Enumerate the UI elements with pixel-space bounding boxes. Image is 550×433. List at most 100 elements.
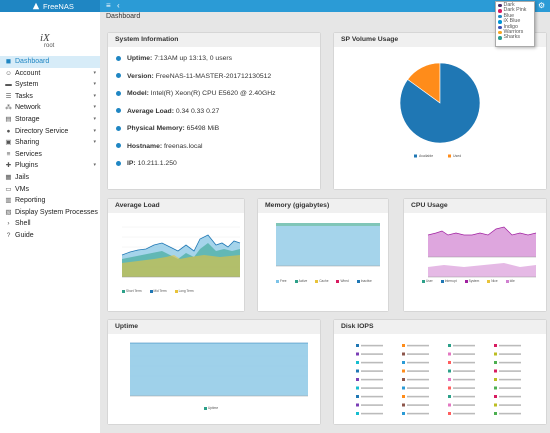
cpu-usage-legend: User Interrupt System Nice Idle bbox=[422, 279, 542, 283]
disk-iops-legend-swatch bbox=[448, 412, 451, 415]
legend-swatch bbox=[276, 279, 279, 283]
theme-option[interactable]: Warriors bbox=[498, 28, 532, 35]
sidebar-item-storage[interactable]: ▤ Storage ▾ bbox=[0, 114, 100, 126]
sidebar-item-account[interactable]: ☺ Account ▾ bbox=[0, 68, 100, 80]
disk-iops-legend-swatch bbox=[402, 344, 405, 347]
disk-iops-legend-label bbox=[361, 404, 383, 406]
legend-item[interactable]: Inactive bbox=[356, 279, 372, 283]
sidebar-item-tasks[interactable]: ☰ Tasks ▾ bbox=[0, 91, 100, 103]
legend-item[interactable]: Interrupt bbox=[440, 279, 457, 283]
theme-option[interactable]: Sharks bbox=[498, 34, 532, 40]
sidebar-item-label: Services bbox=[15, 150, 42, 158]
legend-item[interactable]: Nice bbox=[487, 279, 498, 283]
legend-item[interactable]: Cache bbox=[315, 279, 328, 283]
theme-option[interactable]: Blue bbox=[498, 12, 532, 19]
disk-iops-legend-swatch bbox=[448, 378, 451, 381]
sidebar-item-icon: ✚ bbox=[5, 162, 12, 170]
sidebar-item-display-system-processes[interactable]: ▧ Display System Processes bbox=[0, 207, 100, 219]
legend-swatch bbox=[414, 154, 417, 158]
disk-iops-legend-swatch bbox=[494, 369, 497, 373]
sidebar-item-icon: ▤ bbox=[5, 115, 12, 123]
sidebar-item-label: VMs bbox=[15, 185, 29, 193]
legend-swatch bbox=[356, 279, 360, 283]
legend-label: Active bbox=[298, 279, 308, 283]
legend-item[interactable]: Mid Term bbox=[149, 289, 167, 293]
theme-option[interactable]: iX Blue bbox=[498, 18, 532, 24]
legend-item[interactable]: Idle bbox=[505, 279, 515, 283]
sidebar-item-dashboard[interactable]: ◼ Dashboard bbox=[0, 56, 100, 68]
memory-chart bbox=[276, 223, 380, 267]
disk-iops-legend-label bbox=[453, 412, 475, 415]
theme-option-label: Blue bbox=[503, 12, 515, 19]
disk-iops-legend-label bbox=[453, 353, 475, 355]
legend-item[interactable]: Uptime bbox=[204, 406, 218, 410]
pie-slice-available bbox=[399, 62, 481, 144]
sidebar-item-directory-service[interactable]: ● Directory Service ▾ bbox=[0, 126, 100, 138]
theme-color-icon bbox=[498, 14, 502, 19]
sidebar-item-jails[interactable]: ▦ Jails bbox=[0, 172, 100, 184]
menu-toggle-icon[interactable]: ≡ bbox=[106, 1, 111, 10]
legend-label: Free bbox=[280, 279, 287, 283]
disk-iops-legend-label bbox=[453, 387, 475, 389]
theme-option[interactable]: Dark bbox=[498, 2, 532, 8]
disk-iops-legend-swatch bbox=[356, 361, 359, 364]
info-value: freenas.local bbox=[162, 142, 203, 150]
legend-item[interactable]: System bbox=[464, 279, 479, 283]
sidebar-item-guide[interactable]: ? Guide bbox=[0, 230, 100, 242]
disk-iops-legend-label bbox=[499, 353, 521, 355]
sidebar-item-label: Tasks bbox=[15, 92, 33, 100]
breadcrumb: Dashboard bbox=[106, 13, 141, 20]
bullet-icon bbox=[116, 160, 121, 166]
disk-iops-legend-swatch bbox=[402, 378, 405, 381]
sidebar-item-system[interactable]: ▬ System ▾ bbox=[0, 79, 100, 91]
legend-label: Short Term bbox=[126, 289, 142, 293]
sidebar-item-plugins[interactable]: ✚ Plugins ▾ bbox=[0, 160, 100, 172]
legend-swatch bbox=[448, 154, 451, 158]
collapse-arrow-icon[interactable]: ‹ bbox=[117, 1, 120, 10]
disk-iops-legend-label bbox=[407, 387, 429, 389]
bullet-icon bbox=[116, 108, 121, 114]
theme-option-label: Warriors bbox=[503, 28, 524, 35]
disk-iops-legend-swatch bbox=[402, 412, 405, 415]
disk-iops-legend-label bbox=[361, 412, 383, 415]
legend-item[interactable]: Short Term bbox=[122, 289, 142, 293]
gear-icon[interactable]: ⚙ bbox=[538, 1, 546, 10]
sidebar-item-icon: ▧ bbox=[5, 208, 12, 216]
sidebar-item-shell[interactable]: › Shell bbox=[0, 218, 100, 230]
username[interactable]: root bbox=[44, 43, 55, 49]
legend-label: Long Term bbox=[178, 289, 194, 293]
disk-iops-legend-label bbox=[499, 395, 521, 398]
sidebar: iX root ◼ Dashboard ☺ Account ▾ ▬ System ▾ ☰ Task… bbox=[0, 12, 100, 433]
disk-iops-legend-label bbox=[499, 361, 521, 364]
sidebar-item-network[interactable]: ⁂ Network ▾ bbox=[0, 102, 100, 114]
theme-option[interactable]: Dark Pink bbox=[498, 7, 532, 14]
sidebar-item-vms[interactable]: ▭ VMs bbox=[0, 184, 100, 196]
theme-option-label: Dark Pink bbox=[503, 7, 527, 14]
bullet-icon bbox=[116, 143, 121, 149]
disk-iops-legend-label bbox=[453, 404, 475, 406]
system-info-row: Physical Memory: 65498 MiB bbox=[116, 124, 219, 134]
legend-item[interactable]: Active bbox=[294, 279, 308, 283]
disk-iops-legend-swatch bbox=[448, 352, 451, 356]
system-info-row: Hostname: freenas.local bbox=[116, 142, 203, 152]
theme-menu: Dark Dark Pink Blue iX Blue Indigo Warriors Sh… bbox=[495, 1, 535, 47]
legend-item[interactable]: User bbox=[422, 279, 433, 283]
disk-iops-legend-swatch bbox=[356, 344, 359, 347]
disk-iops-legend-swatch bbox=[448, 361, 451, 364]
info-label: Uptime: bbox=[127, 55, 153, 62]
legend-label: Available bbox=[419, 154, 433, 158]
sidebar-item-sharing[interactable]: ▣ Sharing ▾ bbox=[0, 137, 100, 149]
legend-item[interactable]: Free bbox=[276, 279, 287, 283]
sidebar-item-label: Sharing bbox=[15, 139, 40, 147]
sidebar-item-reporting[interactable]: ▥ Reporting bbox=[0, 195, 100, 207]
sidebar-item-services[interactable]: ≡ Services bbox=[0, 149, 100, 161]
disk-iops-legend-label bbox=[407, 353, 429, 355]
brand[interactable]: FreeNAS bbox=[0, 0, 100, 12]
disk-iops-legend-swatch bbox=[448, 369, 451, 373]
sidebar-item-label: Shell bbox=[15, 220, 31, 228]
legend-swatch bbox=[440, 279, 444, 283]
theme-option[interactable]: Indigo bbox=[498, 24, 532, 30]
legend-item[interactable]: Wired bbox=[336, 279, 349, 283]
legend-item[interactable]: Long Term bbox=[174, 289, 194, 293]
disk-iops-card: Disk IOPS bbox=[334, 320, 546, 424]
